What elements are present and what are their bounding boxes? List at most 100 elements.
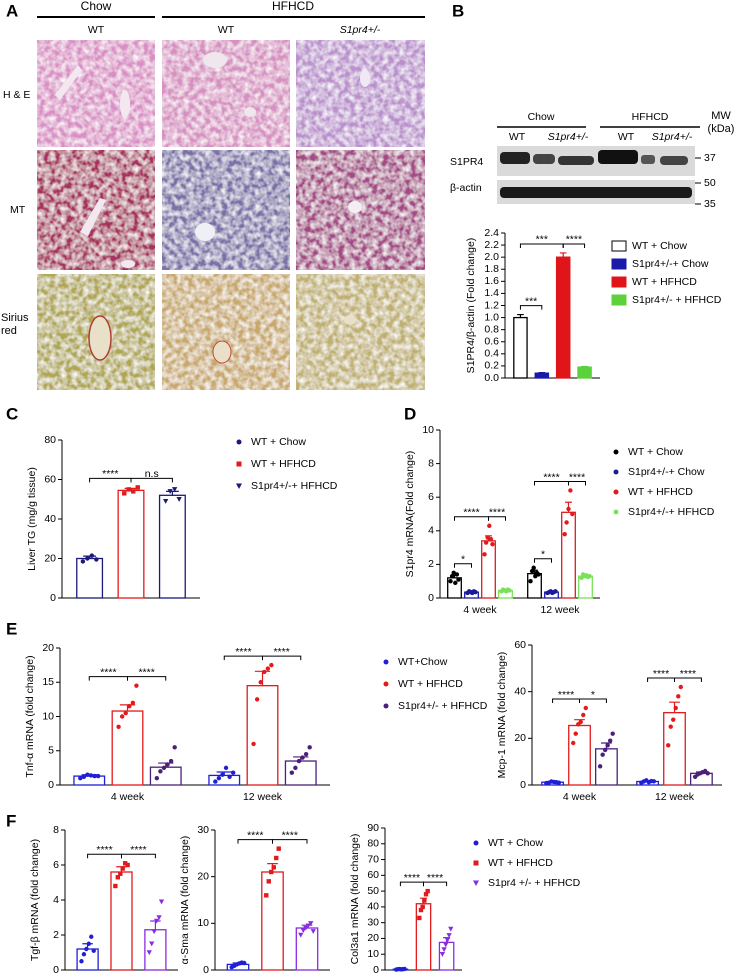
significance-label: **** bbox=[273, 646, 289, 658]
protein-label: β-actin bbox=[450, 182, 482, 194]
legend-label: WT + Chow bbox=[632, 240, 687, 252]
data-point bbox=[605, 743, 610, 748]
y-tick-label: 10 bbox=[422, 424, 434, 436]
legend-label: S1pr4+/-+ Chow bbox=[628, 466, 705, 478]
data-point bbox=[89, 934, 94, 939]
data-point bbox=[88, 773, 94, 778]
data-point bbox=[453, 580, 458, 586]
significance-label: *** bbox=[536, 234, 548, 246]
legend-marker bbox=[613, 489, 619, 495]
panel-label: A bbox=[6, 1, 18, 20]
lane-label: S1pr4+/- bbox=[652, 131, 693, 143]
panel-label: C bbox=[6, 404, 18, 423]
data-point bbox=[95, 773, 101, 779]
legend-label: WT + Chow bbox=[628, 446, 683, 458]
data-point bbox=[298, 932, 304, 938]
band bbox=[598, 150, 638, 164]
legend-marker bbox=[383, 681, 389, 687]
legend-swatch bbox=[611, 294, 627, 306]
mw-marker: 35 bbox=[704, 198, 716, 210]
bar bbox=[481, 540, 496, 599]
significance-label: **** bbox=[235, 646, 251, 658]
bar bbox=[513, 316, 528, 379]
significance-label: **** bbox=[680, 668, 696, 680]
bar bbox=[534, 372, 550, 379]
data-point bbox=[402, 966, 407, 972]
vessel bbox=[212, 340, 232, 364]
data-point bbox=[81, 774, 87, 779]
significance-label: **** bbox=[566, 234, 582, 246]
data-point bbox=[556, 780, 562, 785]
error-bar bbox=[517, 313, 524, 318]
data-point bbox=[156, 915, 162, 921]
legend-marker bbox=[473, 880, 479, 886]
y-tick-label: 0 bbox=[428, 592, 434, 604]
y-tick-label: 20 bbox=[42, 642, 54, 654]
significance-bracket bbox=[568, 480, 586, 486]
significance-bracket bbox=[519, 305, 543, 310]
x-tick-label: 12 week bbox=[243, 791, 283, 803]
data-point bbox=[581, 712, 586, 718]
bar bbox=[261, 871, 284, 971]
data-point bbox=[597, 764, 603, 769]
y-tick-label: 40 bbox=[44, 513, 56, 525]
legend-marker bbox=[473, 840, 479, 846]
data-point bbox=[423, 892, 429, 897]
data-point bbox=[220, 772, 225, 777]
data-point bbox=[488, 537, 494, 542]
error-bar bbox=[165, 490, 179, 496]
panel-label: E bbox=[6, 619, 17, 638]
data-point bbox=[118, 871, 123, 876]
bar bbox=[568, 724, 591, 786]
y-tick-label: 1.0 bbox=[484, 311, 499, 323]
data-point bbox=[570, 511, 575, 517]
legend-label: WT + Chow bbox=[251, 436, 306, 448]
data-point bbox=[161, 765, 167, 771]
data-point bbox=[146, 950, 152, 956]
data-point bbox=[125, 862, 130, 868]
data-point bbox=[566, 506, 571, 512]
significance-label: **** bbox=[427, 872, 443, 884]
vessel bbox=[88, 315, 112, 361]
legend-marker bbox=[613, 449, 619, 455]
y-tick-label: 0.0 bbox=[484, 372, 499, 384]
y-tick-label: 1.4 bbox=[484, 287, 499, 299]
data-point bbox=[587, 573, 592, 579]
data-point bbox=[131, 489, 136, 494]
data-point bbox=[116, 724, 121, 729]
significance-label: **** bbox=[543, 471, 559, 483]
data-point bbox=[487, 523, 492, 528]
data-point bbox=[449, 573, 455, 579]
data-point bbox=[127, 704, 132, 709]
panel-label: D bbox=[404, 404, 416, 423]
data-point bbox=[151, 929, 157, 935]
data-point bbox=[251, 741, 256, 747]
significance-bracket bbox=[534, 558, 552, 563]
legend-label: WT + HFHCD bbox=[488, 857, 553, 869]
y-tick-label: 0 bbox=[50, 592, 56, 604]
data-point bbox=[265, 666, 271, 671]
data-point bbox=[578, 719, 583, 725]
lane-label: S1pr4+/- bbox=[548, 131, 589, 143]
y-tick-label: 50 bbox=[367, 885, 379, 897]
legend-marker bbox=[236, 461, 242, 467]
data-point bbox=[305, 923, 311, 929]
data-point bbox=[668, 724, 673, 729]
y-tick-label: 2.4 bbox=[484, 227, 499, 239]
data-point bbox=[269, 662, 274, 668]
data-point bbox=[446, 933, 452, 938]
band bbox=[533, 154, 555, 164]
bar bbox=[208, 774, 241, 786]
micrograph bbox=[162, 150, 290, 270]
bar bbox=[149, 766, 182, 786]
bar bbox=[663, 712, 686, 786]
significance-bracket bbox=[121, 853, 156, 859]
legend-label: S1pr4+/-+ HFHCD bbox=[251, 480, 338, 492]
significance-bracket bbox=[423, 881, 448, 887]
y-tick-label: 6 bbox=[428, 491, 434, 503]
genotype: WT bbox=[88, 24, 105, 36]
y-tick-label: 20 bbox=[44, 552, 56, 564]
vessel bbox=[348, 201, 362, 213]
y-tick-label: 70 bbox=[367, 853, 379, 865]
y-tick-label: 0.8 bbox=[484, 323, 499, 335]
